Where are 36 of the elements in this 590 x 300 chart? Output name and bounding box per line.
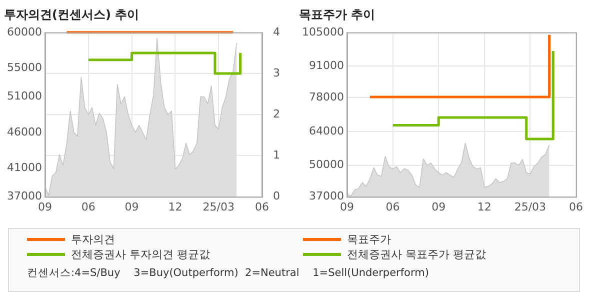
y-tick-label: 37000 <box>308 190 344 203</box>
x-tick-label: 06 <box>81 200 96 214</box>
x-tick-label: 09 <box>340 200 354 214</box>
chart-title: 투자의견(컨센서스) 추이 <box>4 7 140 22</box>
x-tick-label: 09 <box>124 200 139 214</box>
y2-tick-label: 4 <box>273 25 280 38</box>
legend-label: 전체증권사 투자의견 평균값 <box>71 247 210 262</box>
y-tick-label: 78000 <box>308 90 344 104</box>
y-tick-label: 91000 <box>308 59 344 72</box>
x-tick-label: 06 <box>255 200 269 214</box>
y-tick-label: 64000 <box>308 124 344 138</box>
x-tick-label: 06 <box>386 200 400 214</box>
y2-tick-label: 1 <box>273 148 280 162</box>
y-tick-label: 50000 <box>308 158 344 172</box>
y-tick-label: 37000 <box>6 190 42 203</box>
legend-label: 투자의견 <box>71 232 115 247</box>
y2-tick-label: 2 <box>273 107 280 120</box>
x-tick-label: 09 <box>432 200 446 214</box>
y-tick-label: 105000 <box>302 25 344 38</box>
legend-label: 전체증권사 목표주가 평균값 <box>347 247 486 262</box>
legend-label: 목표주가 <box>347 232 391 247</box>
x-tick-label: 25/03 <box>514 200 546 214</box>
chart-title: 목표주가 추이 <box>299 7 376 22</box>
x-tick-label: 25/03 <box>202 200 234 214</box>
x-tick-label: 09 <box>38 200 52 214</box>
y2-tick-label: 3 <box>273 66 280 80</box>
text: 컨센서스:4=S/Buy 3=Buy(Outperform) 2=Neutral 1=Sell(Underperform) <box>27 266 430 280</box>
y2-tick-label: 0 <box>273 190 280 203</box>
y-tick-label: 46000 <box>6 125 42 138</box>
y-tick-label: 51000 <box>6 90 42 103</box>
y-tick-label: 41000 <box>6 161 42 174</box>
y-tick-label: 55000 <box>6 61 42 74</box>
x-tick-label: 12 <box>477 200 492 214</box>
x-tick-label: 12 <box>168 200 182 214</box>
x-tick-label: 06 <box>569 200 583 214</box>
y-tick-label: 60000 <box>6 25 42 38</box>
